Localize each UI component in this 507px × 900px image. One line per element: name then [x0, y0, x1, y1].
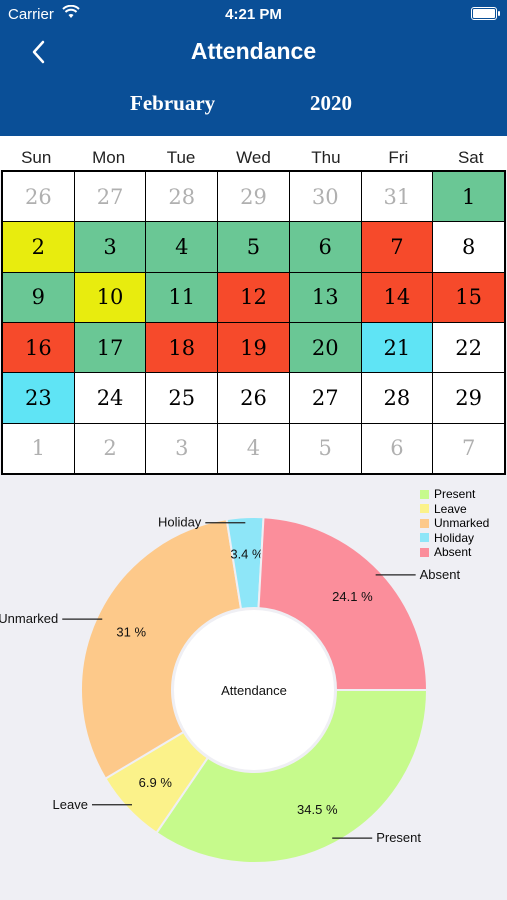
calendar-day-cell[interactable]: 7	[361, 222, 433, 272]
legend-swatch	[420, 489, 429, 499]
legend-label: Holiday	[434, 530, 475, 545]
donut-slice-absent[interactable]	[257, 516, 429, 691]
calendar-day-cell[interactable]: 28	[146, 172, 218, 222]
slice-percent-label: 34.5 %	[297, 802, 338, 817]
calendar-day-cell[interactable]: 18	[146, 322, 218, 373]
calendar-day-cell[interactable]: 3	[74, 222, 146, 272]
calendar-day-cell[interactable]: 20	[289, 322, 361, 373]
slice-percent-label: 24.1 %	[332, 589, 373, 604]
legend-label: Unmarked	[434, 516, 490, 531]
legend-item: Present	[420, 487, 489, 502]
calendar-day-cell[interactable]: 29	[433, 373, 504, 423]
calendar-day-cell[interactable]: 26	[3, 172, 74, 222]
calendar-day-cell[interactable]: 15	[433, 272, 504, 322]
calendar-day-cell[interactable]: 25	[146, 373, 218, 423]
calendar-day-cell[interactable]: 9	[3, 272, 74, 322]
calendar-day-cell[interactable]: 11	[146, 272, 218, 322]
legend-item: Absent	[420, 545, 489, 560]
nav-bar: Carrier 4:21 PM Attendance February 2020	[0, 0, 507, 136]
weekday-sat: Sat	[457, 148, 484, 167]
calendar-day-cell[interactable]: 31	[361, 172, 433, 222]
donut-slice-present[interactable]	[155, 689, 429, 864]
calendar-day-cell[interactable]: 7	[433, 423, 504, 473]
calendar-day-cell[interactable]: 3	[146, 423, 218, 473]
calendar-day-cell[interactable]: 30	[289, 172, 361, 222]
donut-slice-unmarked[interactable]	[80, 518, 243, 780]
calendar-grid: 26 27 28 29 30 31 1 2 3 4 5 6 7 8 9 10 11 12 13 14 15 16 17 18 1…	[1, 170, 506, 475]
calendar-day-cell[interactable]: 6	[361, 423, 433, 473]
calendar-day-cell[interactable]: 21	[361, 322, 433, 373]
legend-label: Absent	[434, 545, 472, 560]
weekday-header: Sun Mon Tue Wed Thu Fri Sat	[0, 136, 507, 170]
weekday-sun: Sun	[21, 148, 52, 167]
calendar-day-cell[interactable]: 4	[146, 222, 218, 272]
calendar-day-cell[interactable]: 19	[218, 322, 289, 373]
legend-item: Unmarked	[420, 516, 489, 531]
calendar-day-cell[interactable]: 10	[74, 272, 146, 322]
weekday-tue: Tue	[166, 148, 196, 167]
month-label[interactable]: February	[130, 91, 216, 115]
slice-percent-label: 3.4 %	[230, 547, 264, 562]
calendar-day-cell[interactable]: 8	[433, 222, 504, 272]
legend-label: Present	[434, 487, 476, 502]
legend-label: Leave	[434, 501, 467, 516]
wifi-icon	[62, 5, 80, 18]
calendar-day-cell[interactable]: 5	[218, 222, 289, 272]
chart-legend: Present Leave Unmarked Holiday Absent	[420, 487, 489, 560]
calendar-day-cell[interactable]: 22	[433, 322, 504, 373]
year-label[interactable]: 2020	[310, 91, 352, 115]
slice-percent-label: 31 %	[116, 625, 146, 640]
calendar-day-cell[interactable]: 2	[3, 222, 74, 272]
calendar-day-cell[interactable]: 5	[289, 423, 361, 473]
page-title: Attendance	[190, 38, 317, 64]
calendar-day-cell[interactable]: 13	[289, 272, 361, 322]
legend-swatch	[420, 518, 429, 528]
calendar-day-cell[interactable]: 12	[218, 272, 289, 322]
slice-name-label: Holiday	[158, 515, 202, 530]
calendar-day-cell[interactable]: 1	[3, 423, 74, 473]
back-chevron-icon[interactable]	[26, 38, 54, 66]
weekday-fri: Fri	[388, 148, 409, 167]
carrier-label: Carrier	[8, 6, 54, 23]
calendar-day-cell[interactable]: 24	[74, 373, 146, 423]
weekday-mon: Mon	[92, 148, 126, 167]
calendar-day-cell[interactable]: 4	[218, 423, 289, 473]
calendar-day-cell[interactable]: 23	[3, 373, 74, 423]
battery-icon	[471, 7, 500, 20]
legend-swatch	[420, 547, 429, 557]
calendar-day-cell[interactable]: 6	[289, 222, 361, 272]
weekday-thu: Thu	[311, 148, 341, 167]
calendar-day-cell[interactable]: 29	[218, 172, 289, 222]
slice-name-label: Absent	[420, 567, 461, 582]
donut-center-label: Attendance	[221, 683, 287, 698]
legend-swatch	[420, 533, 429, 543]
calendar-day-cell[interactable]: 26	[218, 373, 289, 423]
calendar-day-cell[interactable]: 1	[433, 172, 504, 222]
slice-name-label: Present	[376, 830, 421, 845]
clock: 4:21 PM	[225, 6, 282, 23]
slice-percent-label: 6.9 %	[139, 775, 173, 790]
slice-name-label: Unmarked	[0, 611, 58, 626]
calendar-day-cell[interactable]: 27	[289, 373, 361, 423]
legend-item: Leave	[420, 502, 489, 517]
calendar-day-cell[interactable]: 17	[74, 322, 146, 373]
legend-item: Holiday	[420, 531, 489, 546]
calendar-day-cell[interactable]: 2	[74, 423, 146, 473]
weekday-wed: Wed	[236, 148, 271, 167]
calendar-day-cell[interactable]: 14	[361, 272, 433, 322]
donut-center	[174, 610, 334, 770]
calendar-day-cell[interactable]: 28	[361, 373, 433, 423]
calendar-day-cell[interactable]: 27	[74, 172, 146, 222]
legend-swatch	[420, 504, 429, 514]
slice-name-label: Leave	[53, 797, 88, 812]
status-bar: Carrier 4:21 PM	[0, 0, 507, 28]
calendar-day-cell[interactable]: 16	[3, 322, 74, 373]
